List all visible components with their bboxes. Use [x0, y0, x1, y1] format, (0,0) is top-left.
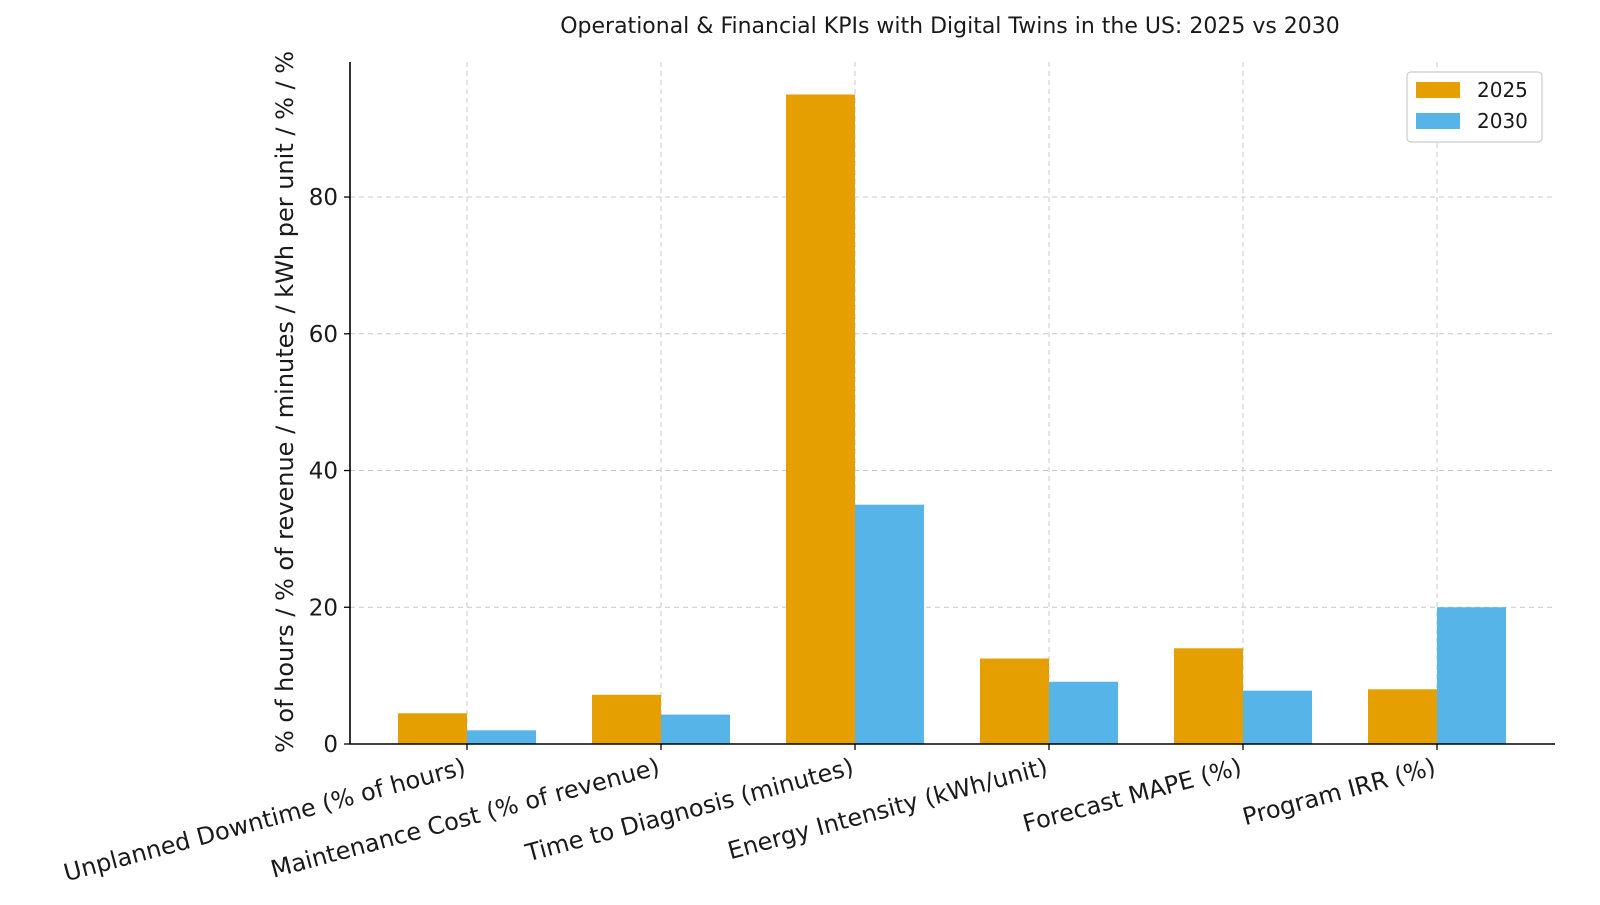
y-tick-label: 20: [309, 595, 338, 621]
bar-2025-4: [980, 658, 1049, 744]
y-tick-label: 40: [309, 459, 338, 485]
x-tick-label: Program IRR (%): [1240, 753, 1439, 831]
bar-2025-3: [786, 94, 855, 744]
legend: 2025 2030: [1406, 71, 1543, 143]
axes-layer: [349, 62, 1555, 745]
bar-2030-1: [467, 730, 536, 744]
bar-2025-2: [592, 694, 661, 744]
grid-layer: [350, 62, 1555, 744]
bar-2025-6: [1368, 689, 1437, 744]
y-tick-label: 0: [323, 732, 338, 758]
legend-label-2030: 2030: [1477, 109, 1528, 133]
x-tick-label: Forecast MAPE (%): [1020, 753, 1245, 838]
bar-2030-3: [855, 504, 924, 744]
bar-2025-1: [398, 713, 467, 744]
bar-2030-4: [1049, 681, 1118, 744]
x-tick-label: Energy Intensity (kWh/unit): [725, 753, 1051, 865]
y-tick-label: 60: [309, 322, 338, 348]
bars-layer: [398, 94, 1506, 744]
chart-title: Operational & Financial KPIs with Digita…: [560, 14, 1340, 39]
y-axis-label: % of hours / % of revenue / minutes / kW…: [271, 51, 299, 753]
legend-swatch-2025: [1416, 82, 1460, 98]
bar-2030-5: [1243, 690, 1312, 744]
bar-2025-5: [1174, 648, 1243, 744]
bar-2030-6: [1437, 607, 1506, 744]
y-tick-label: 80: [309, 185, 338, 211]
legend-label-2025: 2025: [1477, 78, 1528, 102]
legend-swatch-2030: [1416, 113, 1460, 129]
bar-2030-2: [661, 714, 730, 744]
x-tick-label: Time to Diagnosis (minutes): [522, 753, 857, 868]
